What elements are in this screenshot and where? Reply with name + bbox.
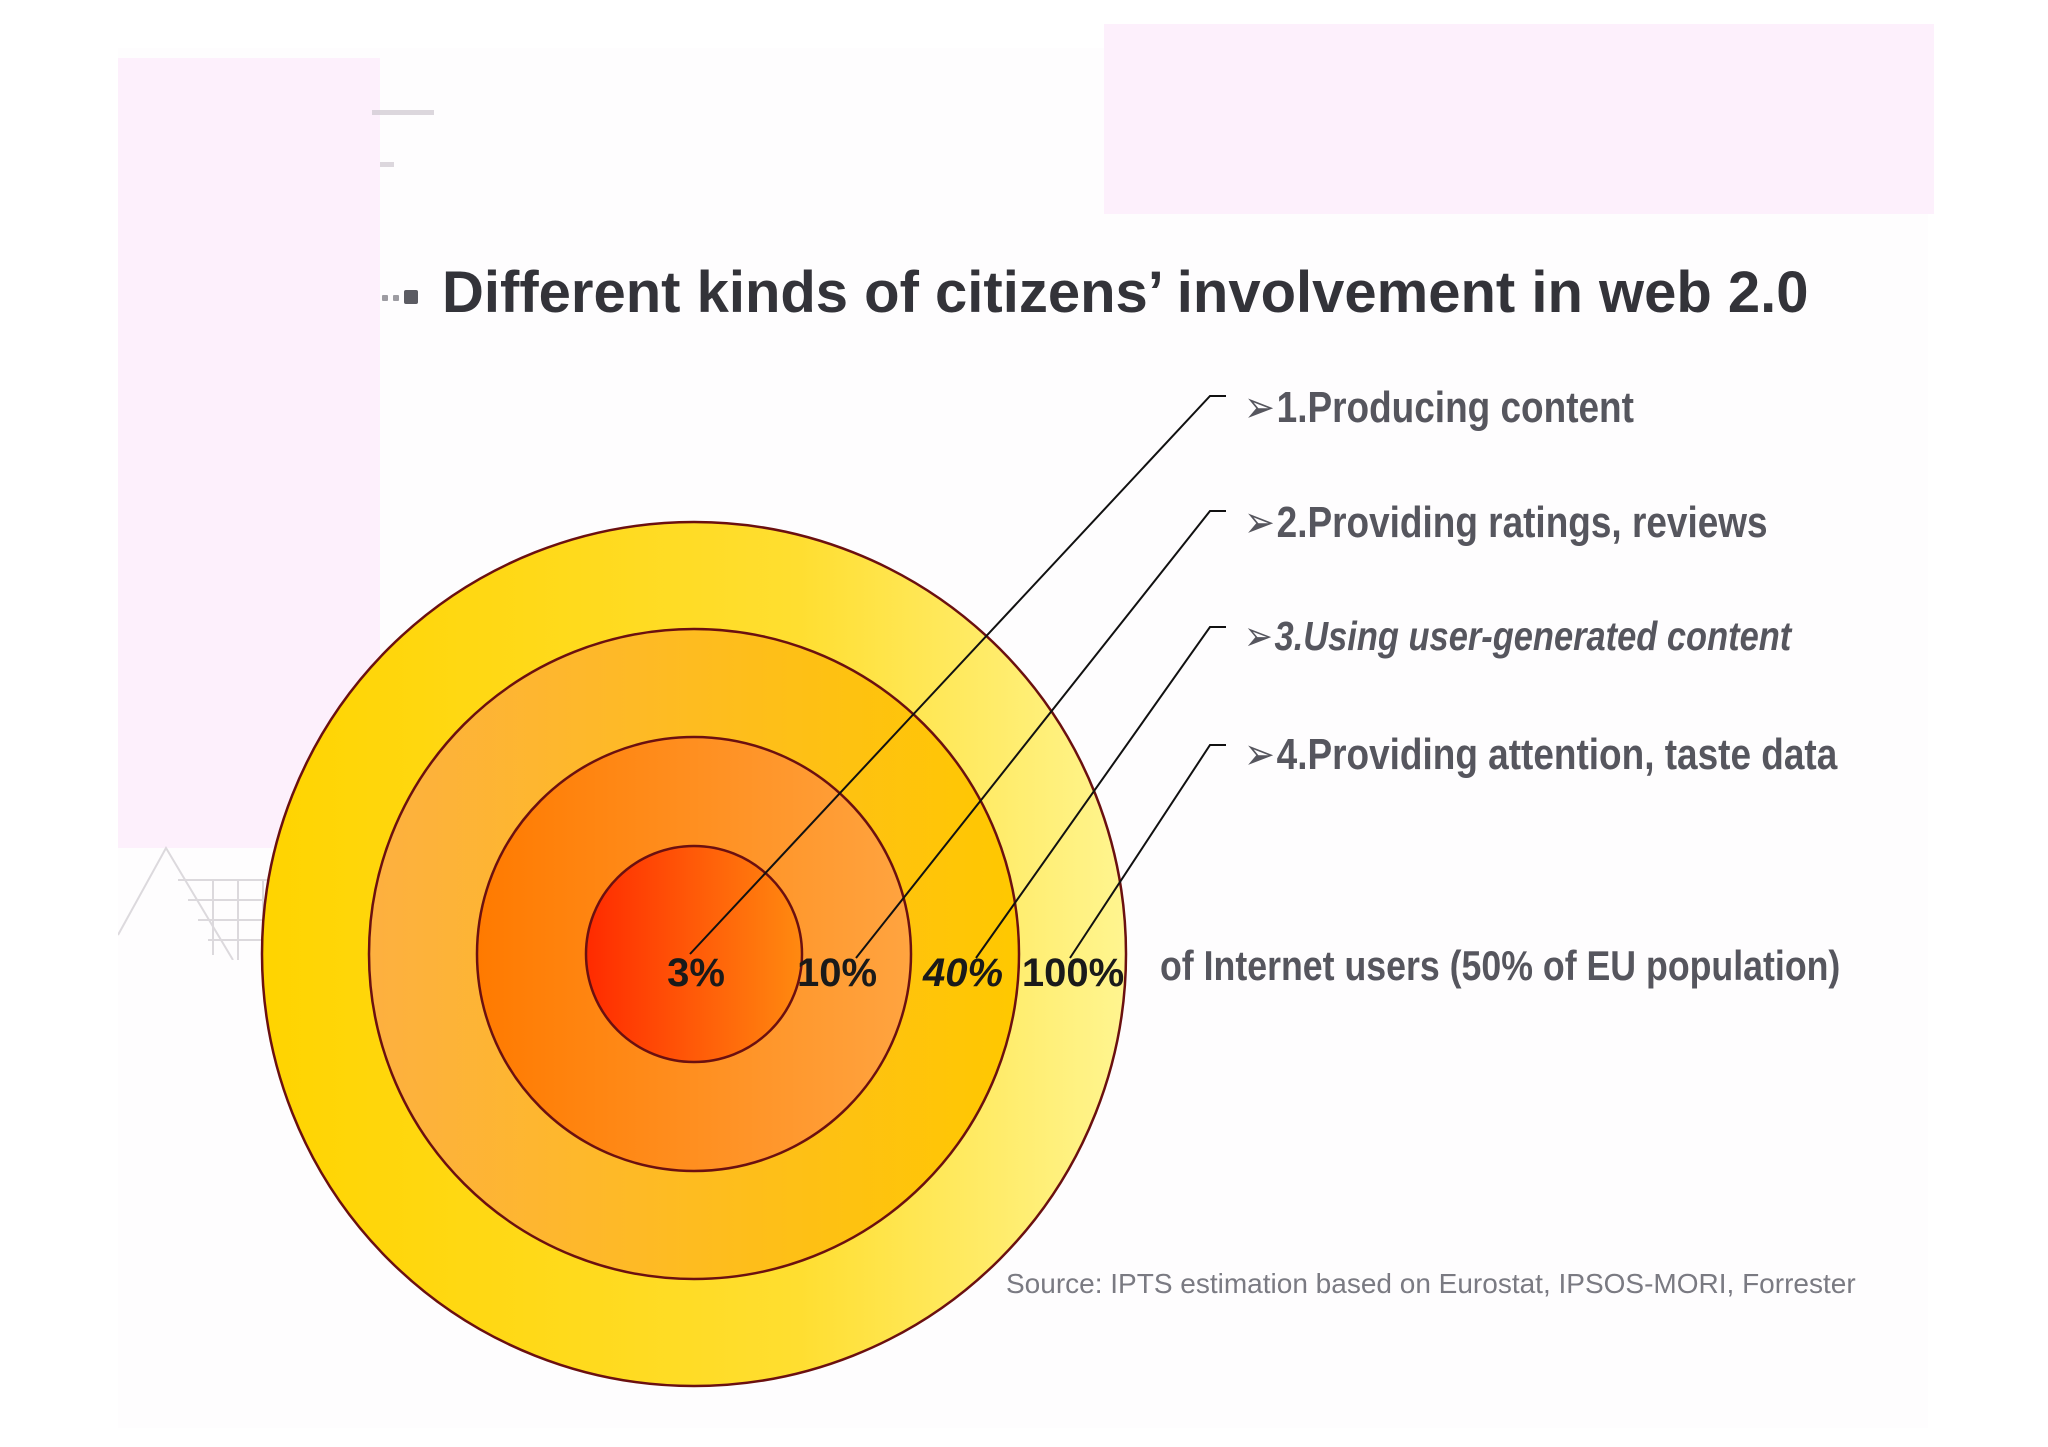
faded-text-remnant xyxy=(372,110,434,115)
slide-title: Different kinds of citizens’ involvement… xyxy=(442,260,1809,325)
legend-item-ratings-reviews: ➢2.Providing ratings, reviews xyxy=(1244,497,1768,548)
legend-label: 1.Producing content xyxy=(1276,383,1634,432)
faded-grid-remnant xyxy=(118,845,308,960)
ring-3-percent xyxy=(584,844,804,1064)
leader-line-3 xyxy=(975,626,1226,959)
decorative-pink-panel-top xyxy=(1104,24,1934,214)
leader-line-4 xyxy=(1069,744,1226,959)
arrow-bullet-icon: ➢ xyxy=(1244,497,1275,548)
population-note: of Internet users (50% of EU population) xyxy=(1160,942,1841,989)
legend-label: 2.Providing ratings, reviews xyxy=(1276,498,1768,547)
leader-line-1 xyxy=(689,395,1226,955)
label-10-percent: 10% xyxy=(797,951,877,995)
label-100-percent: 100% xyxy=(1022,951,1124,995)
arrow-bullet-icon: ➢ xyxy=(1244,382,1275,433)
legend-item-producing-content: ➢1.Producing content xyxy=(1244,382,1634,433)
label-40-percent: 40% xyxy=(922,951,1003,995)
label-3-percent: 3% xyxy=(667,951,725,995)
source-note: Source: IPTS estimation based on Eurosta… xyxy=(1006,1268,1856,1299)
legend-label: 4.Providing attention, taste data xyxy=(1276,730,1838,779)
legend-label: 3.Using user-generated content xyxy=(1274,613,1792,659)
faded-text-remnant xyxy=(380,162,394,167)
arrow-bullet-icon: ➢ xyxy=(1244,729,1275,780)
leader-line-2 xyxy=(855,510,1226,959)
title-bullet xyxy=(404,290,418,304)
arrow-bullet-icon: ➢ xyxy=(1244,612,1273,660)
legend-item-user-generated-content: ➢3.Using user-generated content xyxy=(1244,612,1791,660)
bullet-trail xyxy=(382,295,388,301)
bullet-trail xyxy=(393,295,399,301)
legend-item-attention-taste-data: ➢4.Providing attention, taste data xyxy=(1244,729,1837,780)
